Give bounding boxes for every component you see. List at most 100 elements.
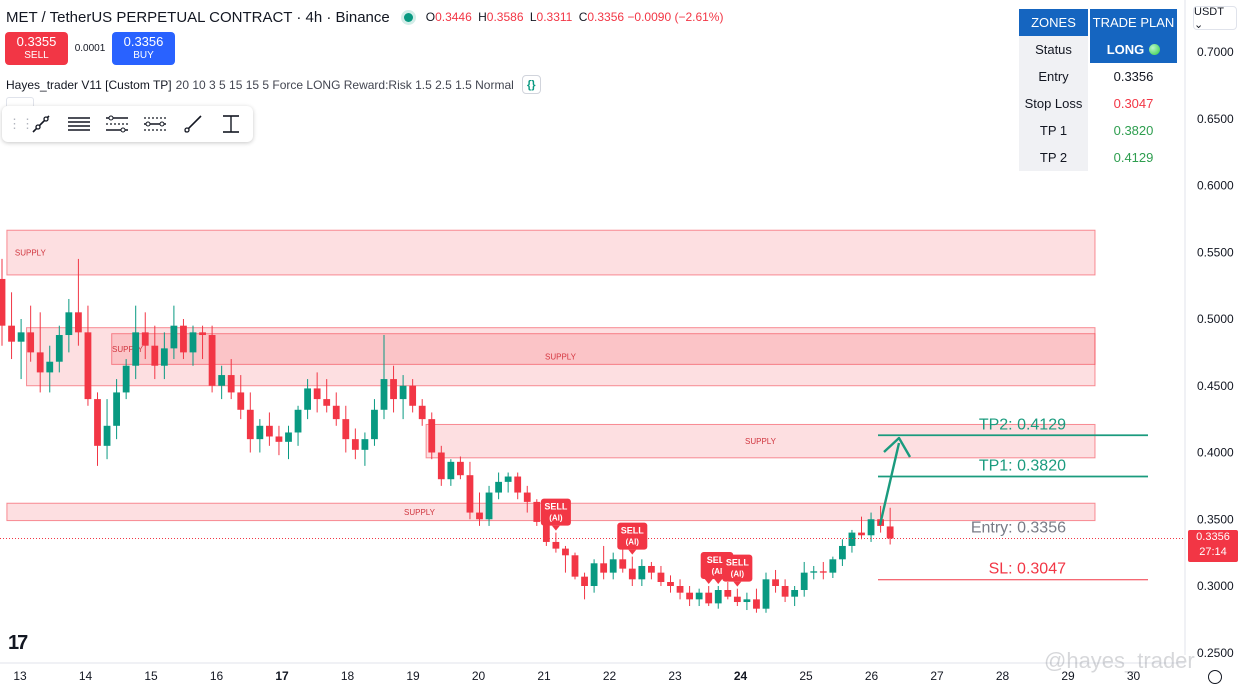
symbol-title[interactable]: MET / TetherUS PERPETUAL CONTRACT · 4h ·…	[6, 8, 390, 26]
table-row: Status LONG	[1019, 36, 1177, 63]
candle-body	[552, 541, 560, 549]
candle-body	[848, 532, 856, 546]
parallel-channel-tool-icon[interactable]	[98, 106, 136, 142]
candle-body	[180, 325, 187, 353]
x-tick-label: 28	[996, 669, 1010, 683]
ohlc-open: 0.3446	[435, 10, 472, 24]
ohlc-close-key: C	[578, 10, 588, 24]
candle-body	[371, 409, 378, 440]
candle-body	[619, 559, 627, 569]
ohlc-low-key: L	[529, 10, 537, 24]
candle-body	[342, 419, 350, 440]
candle-body	[428, 419, 436, 453]
market-open-indicator	[403, 12, 413, 22]
sell-signal-box	[540, 498, 571, 526]
sell-signal-label: SELL (AI)	[540, 498, 571, 531]
spread-value: 0.0001	[74, 43, 106, 54]
drawing-toolbar: ⋮⋮	[2, 106, 253, 142]
candle-body	[800, 572, 808, 591]
current-price-tag: 0.3356 27:14	[1188, 530, 1238, 562]
candle-body	[600, 563, 608, 573]
candle-body	[323, 399, 331, 406]
trend-line-tool-icon[interactable]	[22, 106, 60, 142]
sell-signal-text: SELL	[707, 555, 731, 565]
indicator-legend[interactable]: Hayes_trader V11 [Custom TP] 20 10 3 5 1…	[6, 75, 541, 94]
current-price-value: 0.3356	[1196, 531, 1230, 543]
y-tick-label: 0.5500	[1197, 245, 1234, 259]
candle-body	[390, 379, 397, 400]
ohlc-readout: O0.3446 H0.3586 L0.3311 C0.3356 −0.0090 …	[423, 10, 724, 24]
candle-body	[55, 335, 63, 362]
regression-tool-icon[interactable]	[136, 106, 174, 142]
drag-handle-icon[interactable]: ⋮⋮	[8, 116, 34, 131]
collapse-tab[interactable]	[6, 97, 34, 106]
candle-body	[84, 332, 92, 400]
y-tick-label: 0.3000	[1197, 579, 1234, 593]
y-tick-label: 0.6000	[1197, 179, 1234, 193]
buy-label: BUY	[133, 49, 154, 61]
candle-body	[151, 345, 159, 366]
sell-signal-subtext: (AI)	[731, 570, 745, 579]
horizontal-lines-tool-icon[interactable]	[60, 106, 98, 142]
candle-body	[858, 532, 865, 536]
candle-body	[867, 519, 875, 536]
table-header-row: ZONES TRADE PLAN	[1019, 9, 1177, 36]
candle-body	[781, 586, 789, 597]
candle-body	[189, 332, 197, 353]
ray-tool-icon[interactable]	[174, 106, 212, 142]
candle-body	[648, 565, 655, 573]
status-label: Status	[1019, 36, 1088, 63]
sell-button[interactable]: 0.3355 SELL	[5, 32, 68, 65]
y-tick-label: 0.5000	[1197, 312, 1234, 326]
candle-body	[772, 579, 779, 586]
candle-body	[819, 571, 827, 573]
candle-body	[132, 332, 140, 366]
candle-body	[686, 592, 693, 600]
candle-body	[170, 325, 178, 349]
currency-selector[interactable]: USDT ⌄	[1193, 6, 1237, 31]
candle-body	[94, 399, 101, 446]
candle-body	[141, 332, 149, 346]
status-dot-icon	[1149, 44, 1161, 55]
projection-arrow	[878, 442, 901, 526]
candle-body	[485, 492, 493, 520]
tradingview-logo[interactable]: 17	[8, 632, 28, 654]
price-range-tool-icon[interactable]	[212, 106, 250, 142]
y-tick-label: 0.6500	[1197, 112, 1234, 126]
supply-zone-label: SUPPLY	[112, 345, 144, 354]
sell-signal-subtext: (AI)	[712, 567, 726, 576]
tp1-value: 0.3820	[1090, 117, 1177, 144]
candle-body	[743, 599, 751, 603]
x-tick-label: 21	[537, 669, 551, 683]
candle-body	[380, 379, 388, 410]
supply-zone	[6, 229, 1096, 276]
buy-button[interactable]: 0.3356 BUY	[112, 32, 175, 65]
candle-body	[581, 576, 588, 586]
status-value: LONG	[1090, 36, 1177, 63]
candle-body	[65, 312, 73, 336]
candle-body	[409, 385, 417, 406]
supply-zone-label: SUPPLY	[745, 437, 777, 446]
x-tick-label: 16	[210, 669, 224, 683]
candle-body	[113, 392, 120, 426]
candle-body	[103, 425, 111, 446]
candle-body	[753, 599, 760, 609]
candle-body	[447, 461, 455, 480]
candle-body	[361, 439, 369, 450]
gear-icon[interactable]	[1208, 670, 1222, 684]
x-tick-label: 27	[930, 669, 944, 683]
y-tick-label: 0.4500	[1197, 379, 1234, 393]
candle-body	[36, 352, 44, 373]
source-code-icon[interactable]: {}	[521, 75, 541, 94]
stop-loss-value: 0.3047	[1090, 90, 1177, 117]
sell-signal-text: SELL	[621, 526, 645, 536]
candle-body	[351, 439, 359, 450]
table-row: TP 1 0.3820	[1019, 117, 1177, 144]
status-value-text: LONG	[1106, 42, 1145, 57]
x-tick-label: 18	[341, 669, 355, 683]
candle-body	[418, 405, 426, 420]
sell-signal-label: SELL (AI)	[722, 554, 753, 587]
y-tick-label: 0.3500	[1197, 512, 1234, 526]
entry-value: 0.3356	[1090, 63, 1177, 90]
